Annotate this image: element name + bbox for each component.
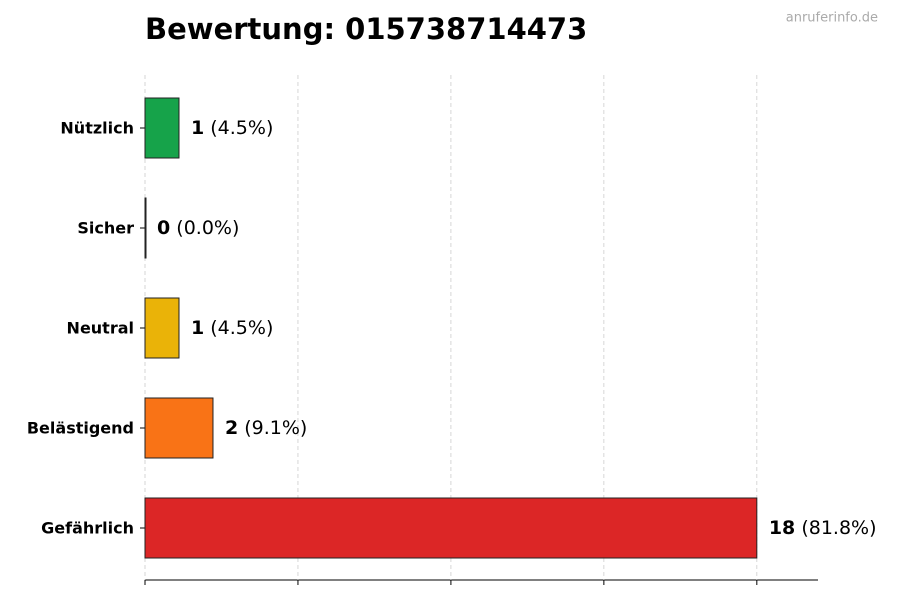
value-share: (4.5%) — [210, 117, 273, 139]
value-label: 1 (4.5%) — [191, 117, 273, 139]
bar — [144, 97, 180, 159]
value-share: (81.8%) — [801, 517, 876, 539]
value-count: 18 — [769, 517, 795, 539]
y-tick-label: Belästigend — [27, 419, 134, 438]
value-label: 18 (81.8%) — [769, 517, 877, 539]
bar — [144, 397, 214, 459]
value-label: 2 (9.1%) — [225, 417, 307, 439]
value-label: 1 (4.5%) — [191, 317, 273, 339]
value-label: 0 (0.0%) — [157, 217, 239, 239]
value-share: (9.1%) — [244, 417, 307, 439]
watermark: anruferinfo.de — [786, 11, 878, 26]
y-tick-label: Neutral — [67, 319, 134, 338]
value-count: 1 — [191, 117, 204, 139]
value-share: (4.5%) — [210, 317, 273, 339]
chart-title: Bewertung: 015738714473 — [145, 12, 587, 46]
y-tick-label: Gefährlich — [41, 519, 134, 538]
value-count: 0 — [157, 217, 170, 239]
bar — [144, 297, 180, 359]
bar — [144, 197, 147, 259]
value-count: 1 — [191, 317, 204, 339]
bar — [144, 497, 758, 559]
value-count: 2 — [225, 417, 238, 439]
y-tick-label: Sicher — [77, 219, 134, 238]
value-share: (0.0%) — [176, 217, 239, 239]
y-tick-label: Nützlich — [60, 119, 134, 138]
